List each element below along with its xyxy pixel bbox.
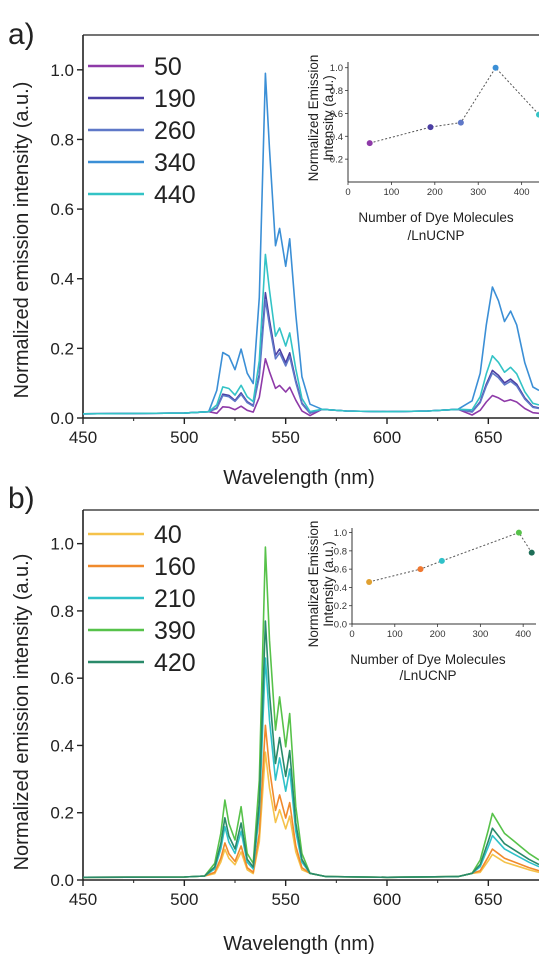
x-tick-label: 650 xyxy=(474,890,502,909)
panel-b-xlabel: Wavelength (nm) xyxy=(223,933,375,954)
inset-point-420 xyxy=(528,549,535,556)
inset-x-tick-label: 100 xyxy=(383,187,399,198)
inset-point-210 xyxy=(438,557,445,564)
panel-a: a) Wavelength (nm) Normalized emission i… xyxy=(8,18,539,489)
x-tick-label: 600 xyxy=(373,428,401,447)
legend-label-160: 160 xyxy=(154,553,196,581)
inset-y-tick-label: 0.6 xyxy=(334,565,347,576)
panel-b-inset-ylabel-1: Normalized Emission xyxy=(306,521,321,648)
inset-y-tick-label: 0.4 xyxy=(330,132,343,143)
panel-a-inset-ylabel-1: Normalized Emission xyxy=(306,55,321,182)
legend-label-50: 50 xyxy=(154,53,182,81)
inset-y-tick-label: 1.0 xyxy=(334,528,347,539)
series-line-260 xyxy=(82,298,539,415)
y-tick-label: 0.6 xyxy=(50,669,74,688)
panel-b: b) Wavelength (nm) Normalized emission i… xyxy=(8,482,539,954)
y-tick-label: 0.8 xyxy=(50,130,74,149)
panel-a-inset-ylabel-2: Intensity (a.u.) xyxy=(321,75,336,161)
inset-point-340 xyxy=(492,64,499,71)
inset-y-tick-label: 0.4 xyxy=(334,583,347,594)
y-tick-label: 0.4 xyxy=(50,270,74,289)
x-tick-label: 500 xyxy=(170,428,198,447)
inset-y-tick-label: 0.0 xyxy=(334,620,347,631)
y-tick-label: 0.0 xyxy=(50,409,74,428)
y-tick-label: 0.2 xyxy=(50,804,74,823)
y-tick-label: 0.2 xyxy=(50,339,74,358)
series-line-210 xyxy=(82,657,539,879)
inset-point-260 xyxy=(457,119,464,126)
series-line-40 xyxy=(82,751,539,879)
x-tick-label: 650 xyxy=(474,428,502,447)
inset-point-160 xyxy=(417,566,424,573)
inset-point-40 xyxy=(366,578,373,585)
series-line-440 xyxy=(82,253,539,415)
inset-y-tick-label: 0.6 xyxy=(330,109,343,120)
legend-label-260: 260 xyxy=(154,117,196,145)
inset-x-tick-label: 300 xyxy=(470,187,486,198)
inset-x-tick-label: 200 xyxy=(427,187,443,198)
x-tick-label: 500 xyxy=(170,890,198,909)
panel-b-ylabel: Normalized emission intensity (a.u.) xyxy=(11,554,33,871)
panel-b-inset-xlabel-1: Number of Dye Molecules xyxy=(350,652,506,667)
inset-y-tick-label: 0.8 xyxy=(334,546,347,557)
legend-label-340: 340 xyxy=(154,149,196,177)
panel-b-inset-xlabel-2: /LnUCNP xyxy=(399,668,456,683)
legend-label-40: 40 xyxy=(154,521,182,549)
panel-b-inset-ylabel-2: Intensity (a.u.) xyxy=(321,541,336,627)
panel-a-inset-xlabel-1: Number of Dye Molecules xyxy=(358,210,514,225)
inset-y-tick-label: 0.2 xyxy=(330,155,343,166)
x-tick-label: 550 xyxy=(271,428,299,447)
y-tick-label: 0.8 xyxy=(50,602,74,621)
legend-label-390: 390 xyxy=(154,617,196,645)
series-line-340 xyxy=(82,72,539,415)
series-line-190 xyxy=(82,291,539,415)
panel-a-ylabel: Normalized emission intensity (a.u.) xyxy=(11,82,33,399)
panel-a-plot-area: 450 500 550 600 650 0.0 0.2 0.4 0.6 0.8 1.0 50 190 26… xyxy=(50,34,539,447)
legend-label-210: 210 xyxy=(154,585,196,613)
x-tick-label: 450 xyxy=(69,428,97,447)
inset-point-390 xyxy=(515,529,522,536)
series-line-420 xyxy=(82,620,539,879)
y-tick-label: 0.6 xyxy=(50,200,74,219)
x-tick-label: 550 xyxy=(271,890,299,909)
y-tick-label: 1.0 xyxy=(50,535,74,554)
series-line-390 xyxy=(82,546,539,879)
legend-label-420: 420 xyxy=(154,649,196,677)
legend-label-440: 440 xyxy=(154,181,196,209)
inset-x-tick-label: 200 xyxy=(430,629,446,640)
panel-b-inset: Normalized Emission Intensity (a.u.) Num… xyxy=(306,521,536,683)
inset-point-190 xyxy=(427,124,434,131)
panel-b-plot-area: 450 500 550 600 650 0.0 0.2 0.4 0.6 0.8 1.0 40 160 21… xyxy=(50,509,539,909)
legend-label-190: 190 xyxy=(154,85,196,113)
inset-point-50 xyxy=(366,140,373,147)
inset-y-tick-label: 0.2 xyxy=(334,601,347,612)
panel-a-inset-xlabel-2: /LnUCNP xyxy=(407,228,464,243)
inset-x-tick-label: 0 xyxy=(345,187,350,198)
inset-y-tick-label: 0.8 xyxy=(330,86,343,97)
inset-y-tick-label: 1.0 xyxy=(330,63,343,74)
inset-x-tick-label: 400 xyxy=(514,187,530,198)
series-line-160 xyxy=(82,724,539,879)
inset-dotted-line xyxy=(368,531,533,583)
series-line-50 xyxy=(82,358,539,417)
x-tick-label: 450 xyxy=(69,890,97,909)
panel-b-label: b) xyxy=(8,482,35,515)
y-tick-label: 1.0 xyxy=(50,61,74,80)
inset-x-tick-label: 400 xyxy=(515,629,531,640)
inset-x-tick-label: 0 xyxy=(349,629,354,640)
panel-a-inset: Normalized Emission Intensity (a.u.) Num… xyxy=(306,55,539,243)
inset-dotted-line xyxy=(369,66,539,144)
panel-a-xlabel: Wavelength (nm) xyxy=(223,467,375,489)
y-tick-label: 0.4 xyxy=(50,736,74,755)
inset-x-tick-label: 300 xyxy=(472,629,488,640)
inset-point-440 xyxy=(536,111,539,118)
x-tick-label: 600 xyxy=(373,890,401,909)
y-tick-label: 0.0 xyxy=(50,871,74,890)
panel-a-label: a) xyxy=(8,18,35,51)
inset-x-tick-label: 100 xyxy=(387,629,403,640)
